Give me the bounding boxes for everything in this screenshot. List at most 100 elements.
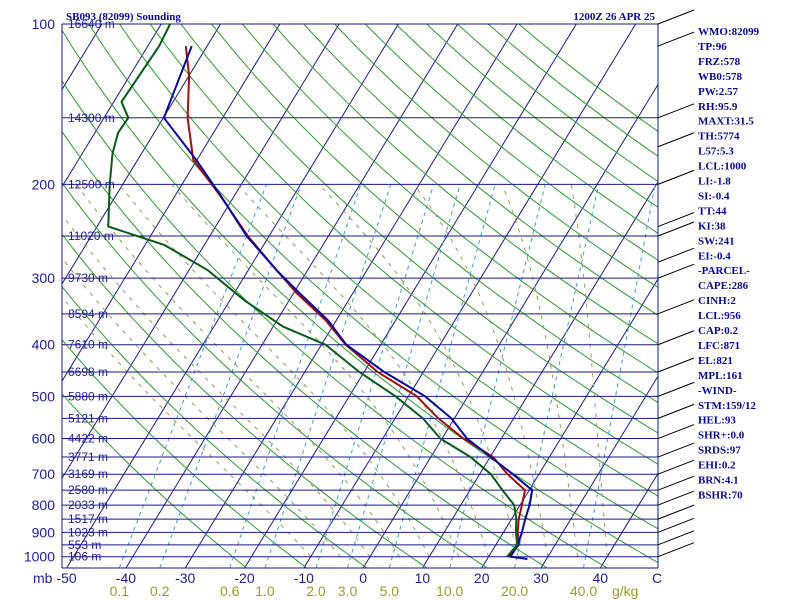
moist-adiabat-line: [75, 184, 401, 557]
wind-barb: [657, 9, 695, 25]
index-label: MPL:161: [698, 370, 743, 382]
profile-line-2: [162, 45, 534, 560]
index-label: WB0:578: [698, 71, 743, 83]
mixing-ratio-tick-label: 40.0: [570, 583, 597, 599]
mixing-ratio-line: [514, 184, 600, 568]
wind-barb: [657, 103, 695, 119]
isotherm-line: [244, 24, 577, 568]
wind-barb: [657, 403, 695, 419]
wind-barb: [657, 169, 695, 185]
stability-indices-panel: WMO:82099 TP:96 FRZ:578 WB0:578 PW:2.57 RH:95…: [698, 26, 760, 501]
height-label: 2033 m: [68, 498, 108, 512]
isotherm-line: [184, 24, 518, 568]
index-label: MAXT:31.5: [698, 116, 754, 128]
index-label: BSHR:70: [698, 489, 743, 501]
index-label: LCL:1000: [698, 161, 747, 173]
isotherm-line: [125, 24, 459, 568]
pressure-tick-label: 500: [32, 388, 56, 404]
height-label: 9730 m: [68, 271, 108, 285]
isotherm-line: [62, 24, 340, 480]
wind-barb: [657, 475, 695, 491]
sounding-profiles: [107, 24, 534, 560]
dry-adiabat-line: [88, 24, 658, 530]
dry-adiabat-line: [62, 29, 658, 564]
mixing-ratio-line: [388, 184, 496, 568]
dry-adiabat-line: [272, 24, 658, 345]
wind-barb: [657, 263, 695, 279]
index-label: FRZ:578: [698, 56, 741, 68]
mixing-ratio-line: [347, 184, 461, 568]
index-label: WMO:82099: [698, 26, 760, 38]
wind-barbs: [657, 9, 695, 558]
pressure-tick-label: 700: [32, 466, 56, 482]
isotherm-line: [540, 375, 658, 568]
pressure-tick-label: 900: [32, 524, 56, 540]
temperature-tick-label: 10: [415, 570, 431, 586]
wind-barb: [657, 504, 695, 520]
wind-barb: [657, 442, 695, 458]
index-label: PW:2.57: [698, 86, 739, 98]
height-label: 106 m: [68, 550, 101, 564]
dry-adiabat-line: [364, 24, 658, 261]
index-label: BRN:4.1: [698, 475, 739, 487]
wind-barb: [657, 517, 695, 533]
index-label: EI:-0.4: [698, 250, 731, 262]
index-label: CINH:2: [698, 295, 736, 307]
mixing-ratio-line: [229, 184, 362, 568]
pressure-tick-label: 600: [32, 431, 56, 447]
index-label: LFC:871: [698, 340, 740, 352]
moist-adiabat-line: [62, 296, 312, 558]
height-label: 12500 m: [68, 177, 115, 191]
temperature-tick-label: -10: [294, 570, 314, 586]
index-label: TT:44: [698, 205, 727, 217]
moist-adiabat-line: [237, 184, 490, 557]
height-label: 8594 m: [68, 307, 108, 321]
wind-barb: [657, 542, 695, 558]
mixing-ratio-tick-label: 0.1: [110, 583, 130, 599]
isotherm-line: [62, 24, 162, 188]
height-label: 16640 m: [68, 17, 115, 31]
dry-adiabat-line: [62, 339, 308, 568]
index-label: -PARCEL-: [698, 265, 750, 277]
wind-barb: [657, 299, 695, 315]
height-label: 1517 m: [68, 512, 108, 526]
dry-adiabat-line: [149, 24, 658, 465]
temperature-tick-label: -20: [234, 570, 254, 586]
pressure-tick-label: 300: [32, 270, 56, 286]
dry-adiabat-line: [62, 233, 428, 568]
temperature-tick-label: 20: [474, 570, 490, 586]
index-label: EL:821: [698, 355, 733, 367]
index-label: SHR+:0.0: [698, 430, 745, 442]
wind-barb: [657, 424, 695, 439]
dry-adiabat-line: [334, 24, 658, 289]
temperature-tick-label: 30: [533, 570, 549, 586]
height-label: 553 m: [68, 538, 101, 552]
y-unit-label: mb: [33, 570, 53, 586]
index-label: EHI:0.2: [698, 460, 736, 472]
mixing-ratio-line: [315, 184, 435, 568]
height-label: 4422 m: [68, 432, 108, 446]
index-label: SRDS:97: [698, 445, 741, 457]
dry-adiabat-line: [62, 181, 488, 568]
pressure-tick-label: 100: [32, 16, 56, 32]
index-label: KI:38: [698, 220, 726, 232]
isotherm-line: [303, 24, 637, 568]
index-label: RH:95.9: [698, 101, 738, 113]
wind-barb: [657, 31, 695, 47]
isotherm-line: [421, 180, 658, 568]
height-label: 1023 m: [68, 525, 108, 539]
mixing-ratio-line: [264, 184, 392, 568]
axis-labels: 16640 m 14300 m 12500 m 11020 m 9730 m 8594 m…: [24, 16, 608, 599]
temperature-tick-label: -40: [116, 570, 136, 586]
x-unit-label: C: [652, 570, 662, 586]
height-label: 2580 m: [68, 483, 108, 497]
dry-adiabat-line: [180, 24, 658, 434]
mixing-ratio-tick-label: 0.6: [220, 583, 240, 599]
height-label: 5880 m: [68, 389, 108, 403]
dry-adiabat-line: [62, 285, 368, 568]
isobars: [61, 23, 659, 569]
isotherm-line: [599, 472, 658, 568]
dry-adiabat-line: [62, 80, 608, 568]
wind-barb: [657, 490, 695, 506]
